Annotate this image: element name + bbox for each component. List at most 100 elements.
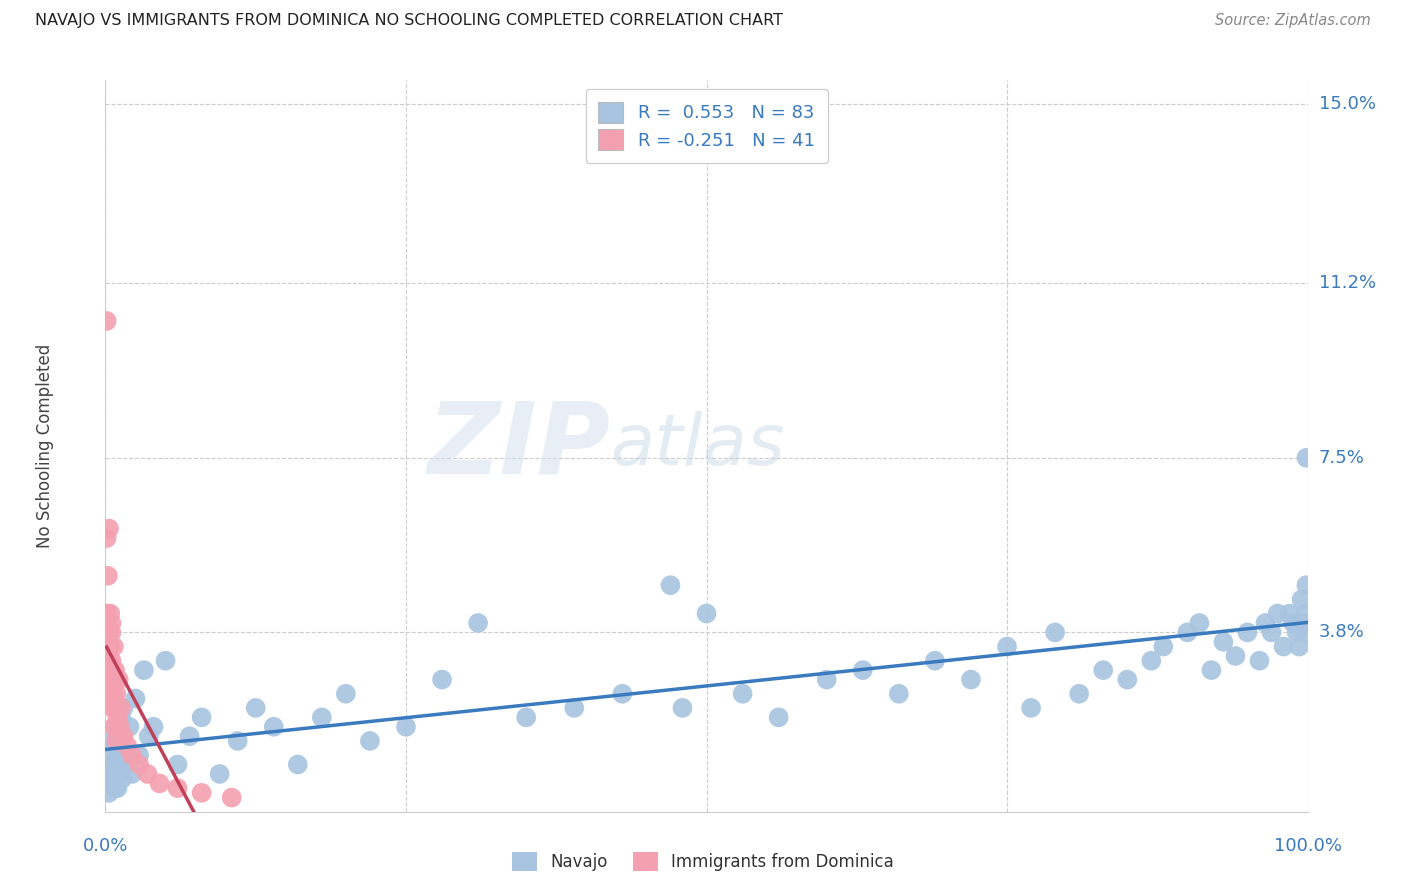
Legend: Navajo, Immigrants from Dominica: Navajo, Immigrants from Dominica [503, 843, 903, 880]
Point [179, 729, 201, 743]
Point [1019, 701, 1042, 715]
Point [226, 734, 249, 748]
Point [1225, 648, 1247, 663]
Text: 7.5%: 7.5% [1319, 449, 1365, 467]
Text: 3.8%: 3.8% [1319, 624, 1364, 641]
Point [335, 687, 357, 701]
Point [852, 663, 875, 677]
Point [359, 734, 381, 748]
Point [110, 701, 132, 715]
Point [768, 710, 790, 724]
Point [659, 578, 682, 592]
Point [1291, 592, 1313, 607]
Point [430, 673, 453, 687]
Point [166, 757, 188, 772]
Point [101, 687, 124, 701]
Point [101, 776, 124, 790]
Point [118, 720, 141, 734]
Text: NAVAJO VS IMMIGRANTS FROM DOMINICA NO SCHOOLING COMPLETED CORRELATION CHART: NAVAJO VS IMMIGRANTS FROM DOMINICA NO SC… [35, 13, 783, 29]
Point [263, 720, 285, 734]
Point [97, 640, 120, 654]
Point [1295, 607, 1317, 621]
Point [104, 781, 127, 796]
Text: 100.0%: 100.0% [1274, 837, 1341, 855]
Point [107, 673, 129, 687]
Point [815, 673, 838, 687]
Point [112, 729, 135, 743]
Point [1212, 635, 1234, 649]
Point [995, 640, 1018, 654]
Point [166, 781, 188, 796]
Point [98, 767, 121, 781]
Point [132, 663, 155, 677]
Point [155, 654, 177, 668]
Point [1294, 625, 1316, 640]
Point [101, 701, 124, 715]
Point [100, 673, 122, 687]
Point [121, 767, 143, 781]
Point [1188, 615, 1211, 630]
Text: 15.0%: 15.0% [1319, 95, 1375, 113]
Point [1295, 578, 1317, 592]
Point [107, 710, 129, 724]
Point [671, 701, 693, 715]
Point [103, 640, 125, 654]
Point [1236, 625, 1258, 640]
Point [97, 568, 120, 582]
Point [562, 701, 585, 715]
Point [1201, 663, 1223, 677]
Point [731, 687, 754, 701]
Point [103, 673, 125, 687]
Point [612, 687, 634, 701]
Point [221, 790, 243, 805]
Point [515, 710, 537, 724]
Text: atlas: atlas [610, 411, 785, 481]
Point [128, 757, 150, 772]
Point [121, 748, 143, 763]
Point [100, 654, 122, 668]
Point [190, 710, 212, 724]
Point [98, 607, 121, 621]
Point [104, 701, 127, 715]
Point [1288, 640, 1310, 654]
Point [1092, 663, 1115, 677]
Point [103, 739, 125, 753]
Point [115, 748, 138, 763]
Text: 0.0%: 0.0% [83, 837, 128, 855]
Point [138, 729, 160, 743]
Point [114, 757, 136, 772]
Point [1175, 625, 1198, 640]
Point [128, 748, 150, 763]
Point [98, 522, 121, 536]
Point [887, 687, 910, 701]
Point [107, 781, 129, 796]
Point [136, 767, 159, 781]
Point [1295, 450, 1317, 465]
Point [115, 739, 138, 753]
Text: No Schooling Completed: No Schooling Completed [37, 344, 55, 548]
Point [111, 772, 134, 786]
Point [105, 720, 128, 734]
Point [100, 757, 122, 772]
Point [148, 776, 170, 790]
Point [101, 663, 124, 677]
Point [1282, 615, 1305, 630]
Point [190, 786, 212, 800]
Point [97, 776, 120, 790]
Point [142, 720, 165, 734]
Point [1292, 615, 1315, 630]
Point [124, 691, 146, 706]
Point [96, 607, 118, 621]
Point [104, 729, 127, 743]
Point [101, 748, 124, 763]
Point [110, 710, 132, 724]
Point [1285, 625, 1308, 640]
Point [1249, 654, 1271, 668]
Point [105, 734, 128, 748]
Point [96, 314, 118, 328]
Point [105, 687, 128, 701]
Point [98, 640, 121, 654]
Point [287, 757, 309, 772]
Point [98, 687, 121, 701]
Point [1260, 625, 1282, 640]
